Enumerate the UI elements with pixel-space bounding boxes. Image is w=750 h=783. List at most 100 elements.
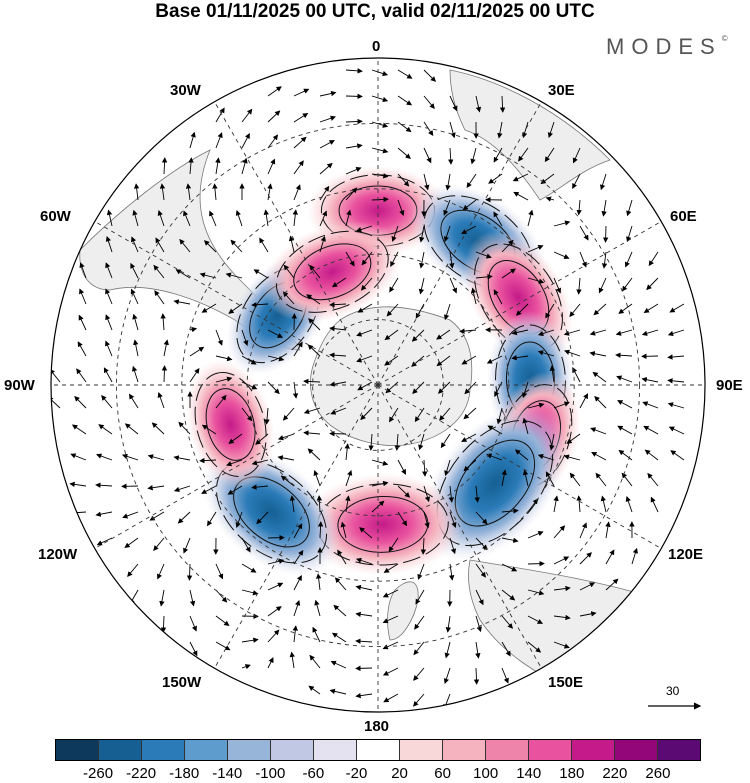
- wind-vector: [156, 563, 165, 580]
- latitude-circle: [181, 188, 575, 582]
- wind-vector: [288, 235, 295, 253]
- wind-vector: [537, 329, 555, 337]
- wind-vector: [647, 472, 659, 487]
- wind-vector: [553, 556, 570, 565]
- wind-vector: [553, 585, 571, 592]
- wind-vector: [615, 329, 633, 336]
- wind-vector: [449, 277, 458, 294]
- wind-vector: [422, 459, 428, 477]
- wind-vector: [124, 537, 139, 549]
- wind-vector: [130, 262, 139, 279]
- lon-label-120e: 120E: [668, 546, 704, 563]
- wind-vector: [579, 225, 589, 241]
- wind-vector: [183, 537, 191, 554]
- wind-vector: [475, 251, 492, 259]
- wind-vector: [345, 469, 353, 487]
- wind-vector: [173, 455, 191, 461]
- wind-vector: [579, 522, 587, 539]
- wind-vector: [133, 183, 140, 201]
- wind-vector: [579, 393, 589, 409]
- anomaly-field: [186, 165, 581, 576]
- copyright-mark: ©: [721, 34, 728, 43]
- colorbar-tick-label: -100: [255, 765, 286, 782]
- wind-vector: [267, 558, 285, 565]
- wind-vector: [235, 511, 243, 528]
- wind-vector: [449, 121, 456, 139]
- meridian-line: [377, 384, 662, 549]
- wind-vector: [215, 615, 230, 627]
- wind-vector: [345, 209, 352, 227]
- wind-vector: [631, 547, 638, 565]
- wind-vector: [527, 244, 544, 253]
- wind-vector: [345, 251, 355, 267]
- wind-vector: [293, 184, 301, 201]
- wind-vector: [161, 365, 168, 383]
- wind-vector: [189, 367, 200, 383]
- wind-vector: [419, 225, 425, 243]
- wind-vector: [189, 589, 196, 607]
- wind-vector: [522, 469, 529, 487]
- wind-vector: [241, 157, 248, 175]
- wind-vector: [77, 341, 87, 357]
- wind-vector: [147, 454, 165, 461]
- wind-vector: [423, 95, 435, 109]
- wind-vector: [293, 341, 303, 357]
- wind-vector: [501, 268, 516, 279]
- wind-vector: [345, 187, 358, 201]
- wind-vector: [436, 355, 451, 367]
- wind-vector: [527, 277, 545, 284]
- lon-label-60w: 60W: [40, 208, 71, 225]
- colorbar-swatch: [400, 740, 443, 760]
- wind-vector: [621, 472, 633, 487]
- wind-vector: [355, 665, 373, 672]
- wind-vector: [668, 426, 685, 435]
- wind-vector: [241, 329, 249, 346]
- wind-vector: [569, 303, 581, 318]
- wind-vector: [413, 667, 425, 681]
- wind-vector: [345, 93, 363, 100]
- wind-vector: [501, 239, 514, 253]
- lon-label-60e: 60E: [670, 208, 697, 225]
- wind-vector: [241, 355, 257, 365]
- wind-vector: [553, 277, 562, 294]
- colorbar-swatch: [572, 740, 615, 760]
- wind-vector: [253, 269, 269, 279]
- wind-vector: [601, 199, 607, 217]
- wind-vector: [241, 537, 251, 553]
- wind-vector: [173, 299, 191, 305]
- wind-vector: [153, 264, 165, 279]
- wind-vector: [344, 443, 350, 461]
- wind-vector: [545, 303, 555, 319]
- wind-vector: [415, 589, 425, 605]
- wind-vector: [267, 582, 284, 591]
- wind-vector: [159, 589, 165, 607]
- wind-vector: [293, 113, 309, 123]
- wind-vector: [617, 400, 633, 409]
- wind-vector: [382, 589, 399, 598]
- colorbar-tick-label: -20: [345, 765, 368, 782]
- wind-vector: [95, 511, 113, 517]
- wind-vector: [241, 589, 259, 596]
- lon-label-180: 180: [364, 718, 390, 735]
- wind-vector: [669, 303, 685, 313]
- wind-vector: [267, 657, 274, 669]
- wind-vector: [576, 495, 582, 513]
- wind-vector: [383, 693, 399, 703]
- colorbar-swatch: [443, 740, 486, 760]
- wind-vector: [241, 563, 257, 573]
- wind-vector: [512, 173, 529, 182]
- wind-vector: [650, 496, 659, 513]
- wind-vector: [256, 511, 269, 525]
- colorbar-swatch: [357, 740, 400, 760]
- wind-vector: [292, 209, 298, 227]
- wind-vector: [319, 90, 337, 97]
- wind-vector: [289, 651, 295, 669]
- wind-vector: [319, 115, 336, 123]
- wind-vector: [267, 134, 279, 149]
- contour-ring: [293, 243, 372, 301]
- wind-vector: [397, 173, 410, 187]
- colorbar-tick-label: 100: [473, 765, 499, 782]
- wind-vector: [130, 288, 139, 305]
- wind-vector: [594, 395, 607, 409]
- wind-vector: [514, 449, 529, 461]
